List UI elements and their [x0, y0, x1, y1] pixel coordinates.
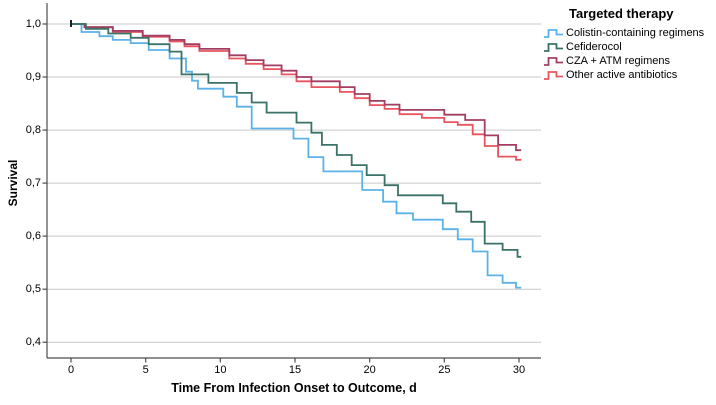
legend-item: Cefiderocol	[543, 40, 715, 54]
x-tick-label: 30	[512, 364, 526, 376]
x-tick-label: 5	[142, 364, 149, 376]
legend-item-label: CZA + ATM regimens	[566, 54, 671, 67]
survival-curve-cza-atm-regimens	[71, 23, 522, 152]
legend-title: Targeted therapy	[569, 6, 674, 21]
y-tick-label: 0,6	[25, 230, 41, 243]
legend-items: Colistin-containing regimens Cefiderocol C…	[543, 26, 715, 82]
survival-curve-cefiderocol	[71, 23, 522, 258]
legend-step-swatch-icon	[544, 71, 563, 80]
x-tick-label: 25	[438, 364, 451, 376]
x-tick-label: 0	[67, 364, 75, 376]
legend-item: Colistin-containing regimens	[543, 26, 715, 40]
survival-curve-colistin-containing-regimens	[71, 23, 522, 289]
legend-step-swatch-line	[544, 43, 563, 52]
y-tick-label: 0,4	[25, 336, 41, 349]
legend-item-label: Cefiderocol	[566, 40, 622, 53]
legend-step-swatch-line	[544, 71, 563, 80]
x-tick-label: 15	[288, 364, 302, 376]
legend-item-label: Colistin-containing regimens	[566, 26, 705, 39]
x-tick-label: 10	[214, 364, 227, 376]
legend-step-swatch-line	[544, 29, 563, 38]
survival-curve-other-active-antibiotics	[71, 23, 522, 161]
y-tick-label: 0,7	[25, 177, 41, 190]
legend-step-swatch-line	[544, 57, 563, 66]
y-tick-label: 0,5	[25, 283, 41, 296]
legend: Targeted therapy Colistin-containing reg…	[543, 6, 715, 82]
legend-step-swatch-icon	[544, 43, 563, 52]
x-tick-label: 20	[363, 364, 376, 376]
y-tick-label: 0,9	[25, 71, 41, 84]
legend-item: Other active antibiotics	[543, 68, 715, 82]
legend-item-label: Other active antibiotics	[566, 68, 678, 81]
y-tick-label: 1,0	[25, 18, 41, 30]
y-tick-label: 0,8	[25, 124, 41, 137]
legend-item: CZA + ATM regimens	[543, 54, 715, 68]
x-axis-title: Time From Infection Onset to Outcome, d	[171, 381, 417, 395]
legend-step-swatch-icon	[544, 57, 563, 66]
legend-step-swatch-icon	[544, 29, 563, 38]
